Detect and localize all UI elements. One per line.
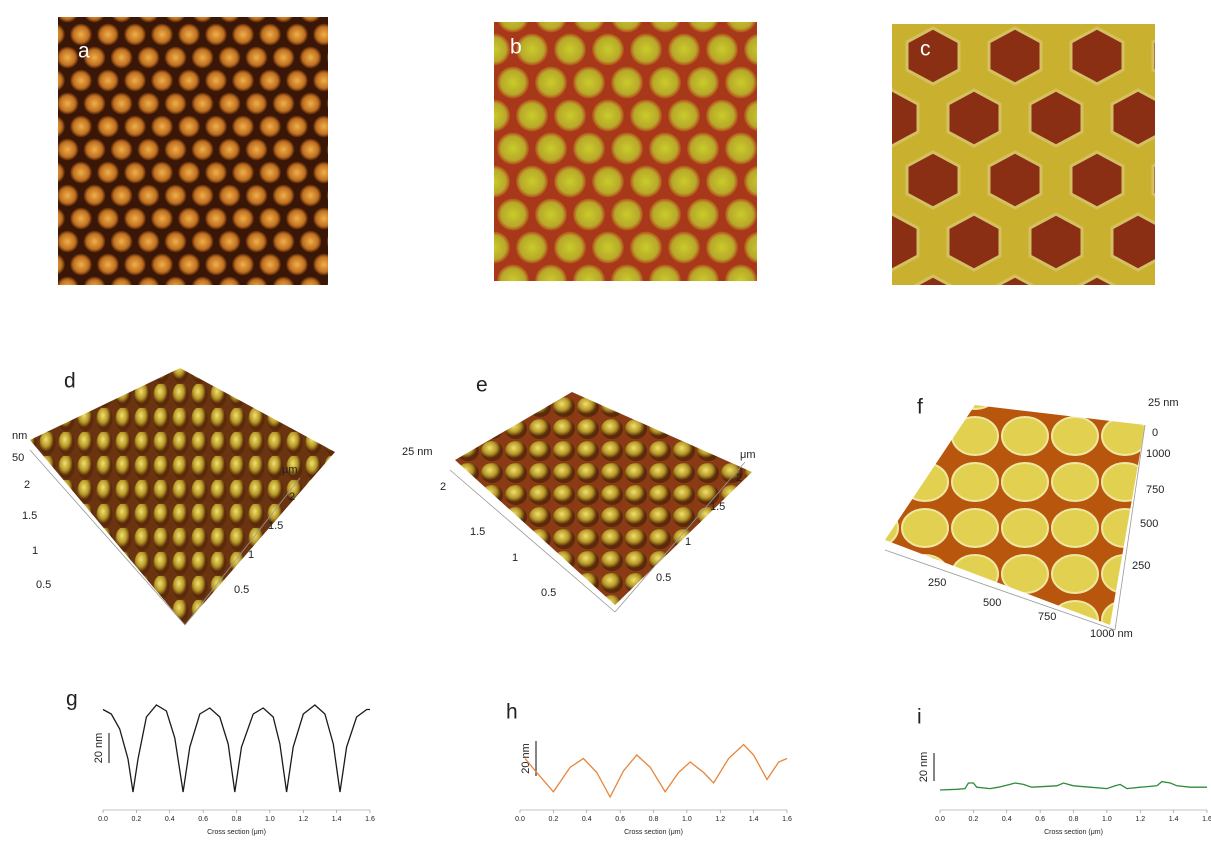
x-tick-label: 1.6 (1202, 816, 1211, 823)
panel-label: a (78, 40, 90, 63)
x-tick-label: 1.2 (715, 816, 725, 823)
x-tick-label: 1.2 (298, 816, 308, 823)
axis-label: 0.5 (541, 587, 556, 599)
x-tick-label: 0.0 (515, 816, 525, 823)
x-tick-label: 0.8 (1069, 816, 1079, 823)
x-tick-label: 0.6 (1035, 816, 1045, 823)
x-tick-label: 0.2 (132, 816, 142, 823)
axis-label: 0.5 (234, 584, 249, 596)
profile-line (525, 745, 787, 798)
scale-bar-label: 20 nm (520, 743, 532, 774)
axis-label: 1000 nm (1090, 628, 1133, 640)
x-tick-label: 1.0 (1102, 816, 1112, 823)
scale-bar-label: 20 nm (93, 733, 105, 764)
panel-label: h (506, 701, 518, 724)
x-tick-label: 1.6 (365, 816, 375, 823)
axis-label: 1000 (1146, 448, 1170, 460)
figure: a b c d e f nm 50 2 1.5 1 0.5 μm 2 1.5 1 0.5 25 nm 2… (0, 0, 1211, 838)
x-tick-label: 0.8 (232, 816, 242, 823)
panel-label: g (66, 688, 78, 711)
panel-label: i (917, 706, 922, 729)
axis-label: μm (282, 464, 298, 476)
axis-label: 0.5 (656, 572, 671, 584)
profile-line (103, 705, 370, 792)
x-axis-label: Cross section (μm) (207, 829, 266, 836)
x-tick-label: 0.4 (1002, 816, 1012, 823)
axis-label: 0.5 (36, 579, 51, 591)
axis-label: 25 nm (1148, 397, 1179, 409)
x-tick-label: 1.0 (265, 816, 275, 823)
axis-label: 1.5 (268, 520, 283, 532)
x-tick-label: 0.2 (549, 816, 559, 823)
x-tick-label: 0.8 (649, 816, 659, 823)
panel-label: c (920, 38, 931, 61)
axis-label: nm (12, 430, 27, 442)
profile-line (940, 782, 1207, 790)
x-tick-label: 0.0 (935, 816, 945, 823)
axis-label: 1.5 (470, 526, 485, 538)
axis-label: 1 (248, 549, 254, 561)
x-tick-label: 1.4 (332, 816, 342, 823)
x-tick-label: 1.4 (749, 816, 759, 823)
axis-label: 0 (1152, 427, 1158, 439)
surface-3d-f (885, 405, 1145, 625)
axis-label: 250 (1132, 560, 1150, 572)
panel-label: f (917, 396, 923, 419)
axis-label: 2 (289, 491, 295, 503)
x-tick-label: 0.0 (98, 816, 108, 823)
afm-image-b (494, 22, 757, 281)
x-tick-label: 0.2 (969, 816, 979, 823)
axis-label: 2 (440, 481, 446, 493)
afm-image-c (892, 24, 1155, 285)
axis-label: 250 (928, 577, 946, 589)
axis-label: 1 (512, 552, 518, 564)
axis-label: 2 (736, 472, 742, 484)
x-tick-label: 0.6 (615, 816, 625, 823)
afm-image-a (58, 17, 328, 285)
axis-label: 500 (1140, 518, 1158, 530)
axis-label: 1 (685, 536, 691, 548)
axis-label: 1.5 (710, 501, 725, 513)
profiles: g 0.0 0.2 0.4 0.6 0.8 1.0 1.2 1.4 1.6 Cross sectio… (66, 688, 1211, 836)
axis-label: 25 nm (402, 446, 433, 458)
axis-label: 750 (1146, 484, 1164, 496)
panel-label: d (64, 370, 76, 393)
x-axis-label: Cross section (μm) (1044, 829, 1103, 836)
x-tick-label: 1.4 (1169, 816, 1179, 823)
axis-label: 2 (24, 479, 30, 491)
axis-label: 500 (983, 597, 1001, 609)
x-tick-label: 0.6 (198, 816, 208, 823)
panel-label: b (510, 36, 522, 59)
surface-3d-e (455, 392, 752, 605)
x-tick-label: 0.4 (582, 816, 592, 823)
x-tick-label: 0.4 (165, 816, 175, 823)
x-axis-label: Cross section (μm) (624, 829, 683, 836)
x-tick-label: 1.0 (682, 816, 692, 823)
scale-bar-label: 20 nm (918, 752, 930, 783)
axis-label: 50 (12, 452, 24, 464)
x-tick-label: 1.6 (782, 816, 792, 823)
axis-label: 1.5 (22, 510, 37, 522)
axis-label: 750 (1038, 611, 1056, 623)
axis-label: 1 (32, 545, 38, 557)
panel-label: e (476, 374, 488, 397)
x-tick-label: 1.2 (1135, 816, 1145, 823)
axis-label: μm (740, 449, 756, 461)
